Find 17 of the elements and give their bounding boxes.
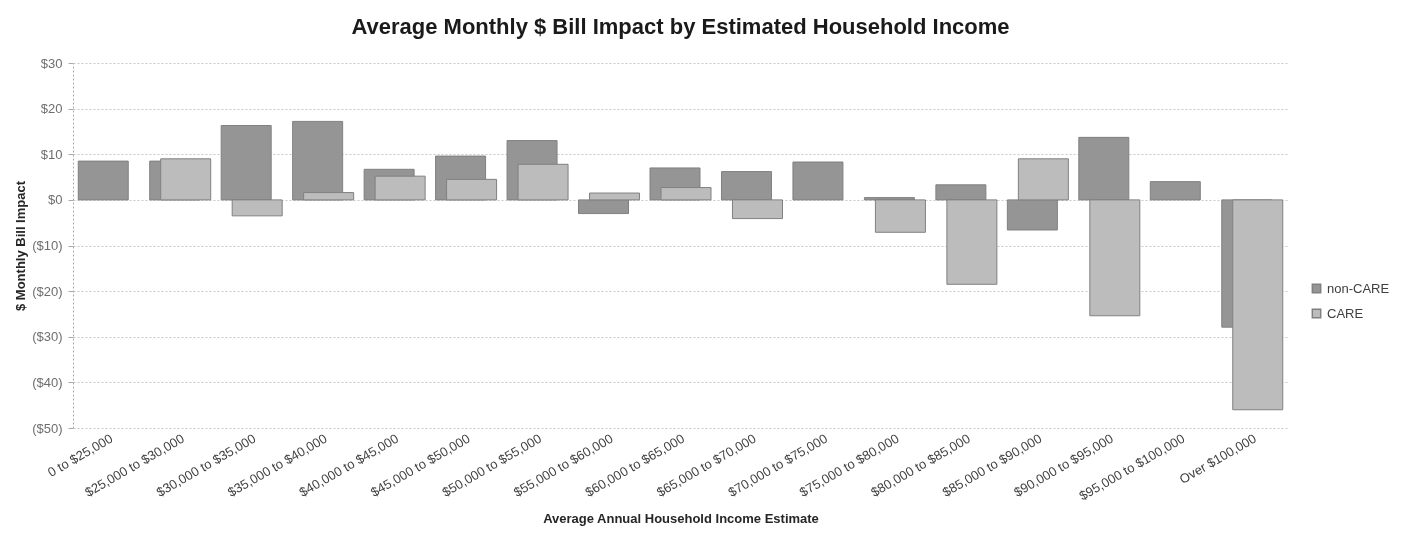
- y-tick-label: ($40): [32, 374, 63, 390]
- y-tick-label: $0: [48, 192, 63, 208]
- y-tick-label: $20: [40, 101, 63, 117]
- bar: [77, 160, 129, 201]
- legend-label: CARE: [1327, 305, 1364, 321]
- bar: [792, 161, 844, 201]
- y-tick-label: ($20): [32, 283, 63, 299]
- bar: [1149, 181, 1201, 201]
- y-tick-label: $10: [40, 146, 63, 162]
- y-tick-label: $30: [40, 55, 63, 71]
- y-tick-label: ($50): [32, 420, 63, 436]
- chart-title: Average Monthly $ Bill Impact by Estimated Household Income: [351, 14, 1010, 39]
- x-axis-title: Average Annual Household Income Estimate: [543, 511, 819, 527]
- y-tick-label: ($10): [32, 238, 63, 253]
- y-tick-label: ($30): [32, 329, 63, 345]
- legend-label: non-CARE: [1327, 280, 1390, 296]
- y-axis-title: $ Monthly Bill Impact: [13, 180, 29, 312]
